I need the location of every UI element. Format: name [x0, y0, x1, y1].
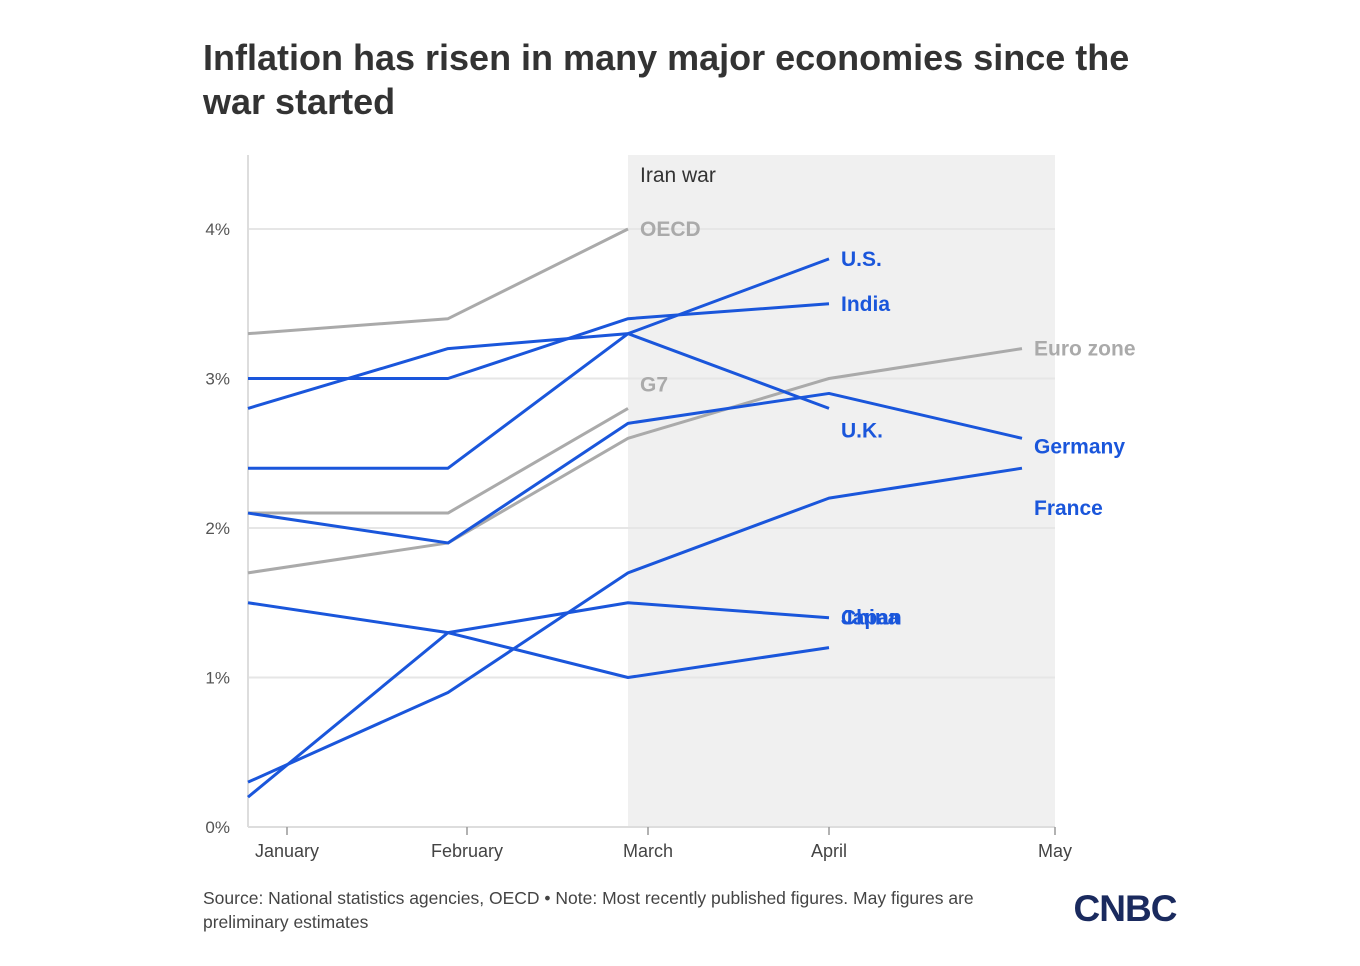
series-line-u-k [248, 332, 830, 470]
cnbc-logo: CNBC [1074, 888, 1177, 928]
y-tick-label: 2% [205, 519, 230, 538]
x-tick-label: March [623, 841, 673, 861]
series-line-g7 [248, 407, 629, 515]
svg-text:CNBC: CNBC [1074, 888, 1177, 928]
y-tick-label: 4% [205, 220, 230, 239]
x-tick-label: May [1038, 841, 1072, 861]
series-line-india [248, 302, 830, 380]
x-tick-label: February [431, 841, 503, 861]
x-tick-label: April [811, 841, 847, 861]
series-label-g7: G7 [640, 373, 668, 396]
series-line-japan [247, 601, 830, 679]
y-tick-label: 1% [205, 669, 230, 688]
y-tick-label: 3% [205, 370, 230, 389]
series-label-u-k: U.K. [841, 419, 883, 442]
series-label-france: France [1034, 497, 1103, 520]
chart-title: Inflation has risen in many major econom… [203, 37, 1130, 122]
series-label-germany: Germany [1034, 435, 1125, 458]
series-label-india: India [841, 293, 890, 316]
series-line-germany [247, 391, 1023, 545]
series-label-japan: Japan [841, 607, 902, 630]
shaded-period-label: Iran war [640, 164, 716, 187]
x-tick-label: January [255, 841, 319, 861]
series-line-china [247, 601, 830, 799]
series-line-oecd [247, 227, 629, 336]
line-chart: Iran war 0% 1% 2% 3% 4% January February March Ap… [205, 155, 1136, 861]
series-label-u-s: U.S. [841, 248, 882, 271]
series-label-euro-zone: Euro zone [1034, 338, 1136, 361]
source-note: Source: National statistics agencies, OE… [203, 888, 974, 932]
series-label-oecd: OECD [640, 218, 701, 241]
shaded-period [628, 155, 1055, 827]
series-line-france [247, 466, 1023, 784]
series-label-china: China [841, 607, 900, 630]
y-tick-label: 0% [205, 818, 230, 837]
series-line-euro-zone [247, 347, 1023, 575]
